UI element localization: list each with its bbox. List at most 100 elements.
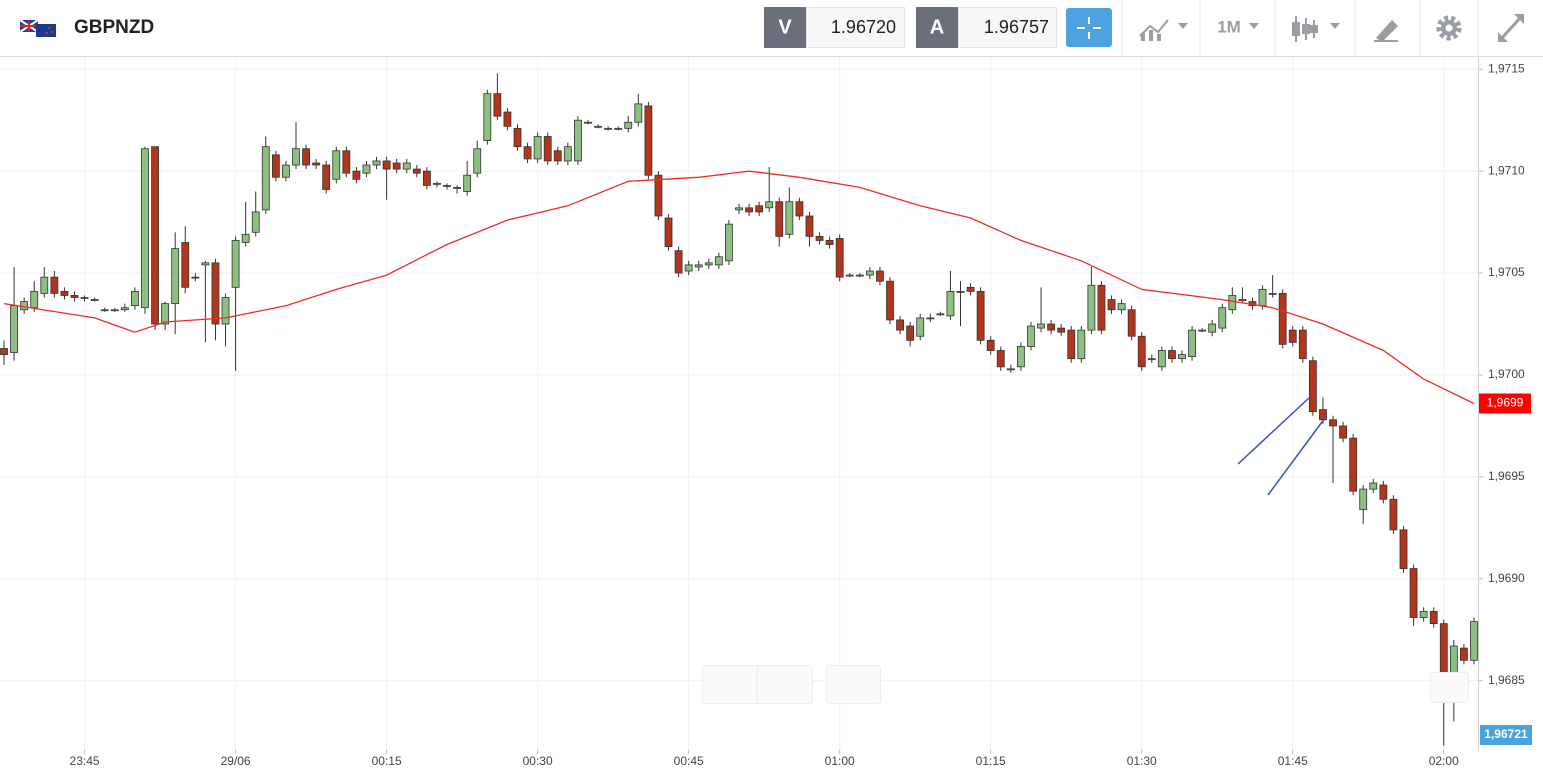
candle-body xyxy=(835,238,844,278)
candle-body xyxy=(865,270,874,276)
candle-body xyxy=(614,127,623,130)
candle-body xyxy=(1349,437,1358,492)
x-tick-label: 29/06 xyxy=(221,754,251,768)
candle-body xyxy=(1288,329,1297,343)
candle-body xyxy=(322,164,331,190)
candle-body xyxy=(151,146,159,325)
y-tick-label: 1,9685 xyxy=(1488,673,1525,687)
candle-body xyxy=(392,162,401,170)
candle-body xyxy=(725,223,733,262)
candle-body xyxy=(433,182,441,185)
candle-body xyxy=(1006,368,1015,371)
candle-body xyxy=(896,319,904,331)
ask-button[interactable] xyxy=(916,7,958,48)
candle-body xyxy=(755,205,764,213)
candle-body xyxy=(342,150,351,174)
candle-body xyxy=(976,290,985,341)
candle-body xyxy=(825,240,834,245)
candle-body xyxy=(1107,299,1116,311)
candle-body xyxy=(1389,498,1398,531)
candle-body xyxy=(543,136,552,162)
candle-body xyxy=(1067,329,1076,360)
bid-price: 1.96720 xyxy=(831,17,896,37)
candle-body xyxy=(483,93,492,141)
candle-body xyxy=(1359,488,1368,510)
candle-body xyxy=(916,317,925,337)
candle-body xyxy=(1087,284,1096,331)
candle-body xyxy=(563,146,572,162)
candle-body xyxy=(1178,354,1186,360)
chart-type-button[interactable] xyxy=(1139,19,1188,41)
trend-line[interactable] xyxy=(1237,396,1311,465)
candle-body xyxy=(1037,323,1045,329)
candle-style-button[interactable] xyxy=(1292,16,1340,42)
candle-body xyxy=(493,93,502,117)
candle-body xyxy=(231,240,240,288)
settings-button[interactable] xyxy=(1436,15,1462,41)
candle-body xyxy=(634,103,643,123)
candle-body xyxy=(644,105,653,176)
trend-line[interactable] xyxy=(1267,417,1326,496)
candle-body xyxy=(1077,329,1086,360)
candle-body xyxy=(684,264,693,272)
candle-body xyxy=(946,290,955,317)
candle-body xyxy=(1278,293,1287,345)
moving-average-line xyxy=(3,170,1475,405)
candle-body xyxy=(463,174,472,192)
candle-body xyxy=(906,325,915,341)
candle-body xyxy=(745,207,753,213)
candle-body xyxy=(664,217,673,247)
candle-body xyxy=(876,270,884,282)
fullscreen-button[interactable] xyxy=(1498,14,1524,42)
candle-body xyxy=(1258,288,1267,307)
ask-price: 1.96757 xyxy=(984,17,1049,37)
candle-body xyxy=(1027,325,1035,347)
candle-body xyxy=(312,162,321,166)
bid-box xyxy=(806,7,905,48)
candle-body xyxy=(271,154,280,178)
candle-body xyxy=(855,274,864,277)
candle-body xyxy=(1157,350,1166,368)
candle-body xyxy=(584,121,592,124)
y-tick-label: 1,9710 xyxy=(1488,163,1525,177)
candle-body xyxy=(604,127,613,130)
candle-body xyxy=(1168,350,1176,360)
candle-body xyxy=(815,235,824,241)
candle-body xyxy=(382,160,391,170)
candle-body xyxy=(90,299,99,301)
candle-body xyxy=(1339,425,1347,439)
navigation-button[interactable] xyxy=(826,665,881,704)
x-tick-label: 01:30 xyxy=(1127,754,1157,768)
candle-body xyxy=(453,187,461,189)
candle-body xyxy=(1047,323,1056,331)
candle-body xyxy=(1117,303,1126,311)
timeframe-button[interactable]: 1M xyxy=(1217,17,1259,36)
candle-body xyxy=(201,262,210,266)
candle-body xyxy=(70,295,79,298)
ask-label: A xyxy=(930,16,944,38)
bid-button[interactable] xyxy=(764,7,806,48)
candle-body xyxy=(10,305,18,353)
candle-body xyxy=(1399,529,1408,569)
candle-body xyxy=(503,111,512,127)
y-tick-label: 1,9705 xyxy=(1488,265,1525,279)
x-tick-label: 00:15 xyxy=(372,754,402,768)
candle-body xyxy=(80,297,89,299)
candle-body xyxy=(412,168,421,174)
scroll-button[interactable] xyxy=(1430,672,1469,703)
candle-body xyxy=(553,150,562,162)
candle-body xyxy=(845,274,854,277)
x-tick-label: 00:45 xyxy=(674,754,704,768)
candle-body xyxy=(785,201,794,235)
plot-area: 1,9715 1,9710 1,9705 1,9700 1,9695 1,9690 1,96… xyxy=(0,57,1525,768)
candle-body xyxy=(996,350,1005,368)
drawing-button[interactable] xyxy=(1374,20,1398,42)
crosshair-button[interactable] xyxy=(1066,8,1112,47)
candle-body xyxy=(352,170,361,180)
candle-body xyxy=(1127,309,1136,337)
candle-body xyxy=(986,339,995,351)
candle-body xyxy=(624,121,633,129)
candle-body xyxy=(221,297,230,325)
x-tick-label: 01:15 xyxy=(976,754,1006,768)
